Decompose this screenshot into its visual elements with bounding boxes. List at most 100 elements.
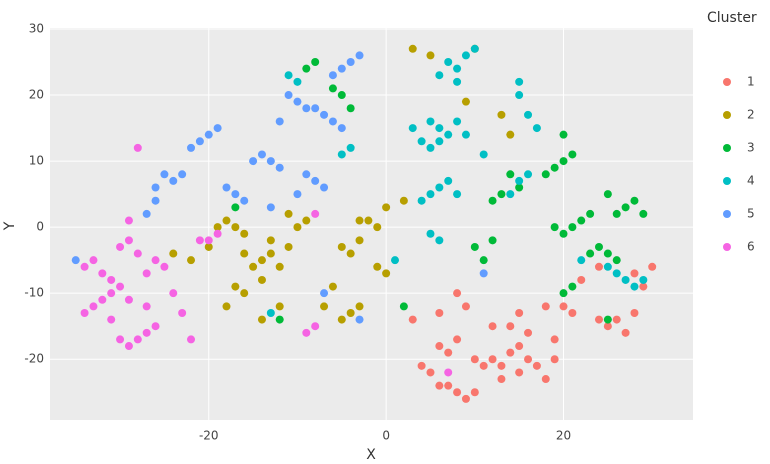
point xyxy=(302,170,311,179)
point xyxy=(89,256,98,265)
point xyxy=(382,269,391,278)
point xyxy=(142,209,151,218)
point xyxy=(151,256,160,265)
point xyxy=(444,348,453,357)
point xyxy=(524,355,533,364)
point xyxy=(461,394,470,403)
y-tick-label: -20 xyxy=(24,352,44,366)
point xyxy=(586,209,595,218)
point xyxy=(160,170,169,179)
point xyxy=(187,256,196,265)
point xyxy=(488,322,497,331)
x-axis-label: X xyxy=(366,447,376,463)
point xyxy=(515,176,524,185)
point xyxy=(497,375,506,384)
point xyxy=(80,262,89,271)
point xyxy=(311,209,320,218)
point xyxy=(293,77,302,86)
point xyxy=(453,77,462,86)
point xyxy=(302,328,311,337)
point xyxy=(426,51,435,60)
point xyxy=(311,176,320,185)
point xyxy=(461,51,470,60)
point xyxy=(213,223,222,232)
point xyxy=(453,335,462,344)
point xyxy=(320,289,329,298)
point xyxy=(532,361,541,370)
legend-marker xyxy=(723,210,731,218)
point xyxy=(568,150,577,159)
point xyxy=(195,236,204,245)
point xyxy=(275,163,284,172)
point xyxy=(169,289,178,298)
x-tick-label: -20 xyxy=(199,429,219,443)
point xyxy=(266,157,275,166)
point xyxy=(337,64,346,73)
point xyxy=(178,309,187,318)
point xyxy=(621,328,630,337)
point xyxy=(506,322,515,331)
point xyxy=(488,355,497,364)
point xyxy=(435,236,444,245)
point xyxy=(603,262,612,271)
y-tick-label: 20 xyxy=(29,88,44,102)
point xyxy=(328,282,337,291)
point xyxy=(426,190,435,199)
point xyxy=(80,309,89,318)
point xyxy=(497,361,506,370)
point xyxy=(355,216,364,225)
point xyxy=(559,130,568,139)
point xyxy=(240,229,249,238)
point xyxy=(524,170,533,179)
point xyxy=(541,170,550,179)
point xyxy=(461,302,470,311)
point xyxy=(453,388,462,397)
point xyxy=(630,196,639,205)
point xyxy=(515,91,524,100)
point xyxy=(515,309,524,318)
point xyxy=(249,157,258,166)
point xyxy=(222,183,231,192)
point xyxy=(550,223,559,232)
point xyxy=(293,97,302,106)
point xyxy=(479,269,488,278)
point xyxy=(444,130,453,139)
point xyxy=(275,315,284,324)
legend-marker xyxy=(723,78,731,86)
point xyxy=(594,315,603,324)
point xyxy=(435,137,444,146)
point xyxy=(621,275,630,284)
point xyxy=(204,130,213,139)
point xyxy=(293,190,302,199)
y-tick-label: -10 xyxy=(24,286,44,300)
point xyxy=(240,289,249,298)
point xyxy=(107,289,116,298)
point xyxy=(275,117,284,126)
point xyxy=(302,216,311,225)
point xyxy=(515,342,524,351)
point xyxy=(435,71,444,80)
point xyxy=(240,249,249,258)
legend-label: 1 xyxy=(747,75,755,89)
point xyxy=(257,150,266,159)
point xyxy=(515,77,524,86)
point xyxy=(284,209,293,218)
point xyxy=(320,183,329,192)
point xyxy=(142,328,151,337)
point xyxy=(284,91,293,100)
point xyxy=(488,196,497,205)
legend-label: 6 xyxy=(747,240,755,254)
point xyxy=(435,342,444,351)
point xyxy=(337,91,346,100)
legend-label: 5 xyxy=(747,207,755,221)
point xyxy=(187,143,196,152)
point xyxy=(133,143,142,152)
point xyxy=(169,249,178,258)
point xyxy=(124,295,133,304)
point xyxy=(506,348,515,357)
point xyxy=(151,196,160,205)
point xyxy=(453,190,462,199)
point xyxy=(453,117,462,126)
point xyxy=(417,361,426,370)
